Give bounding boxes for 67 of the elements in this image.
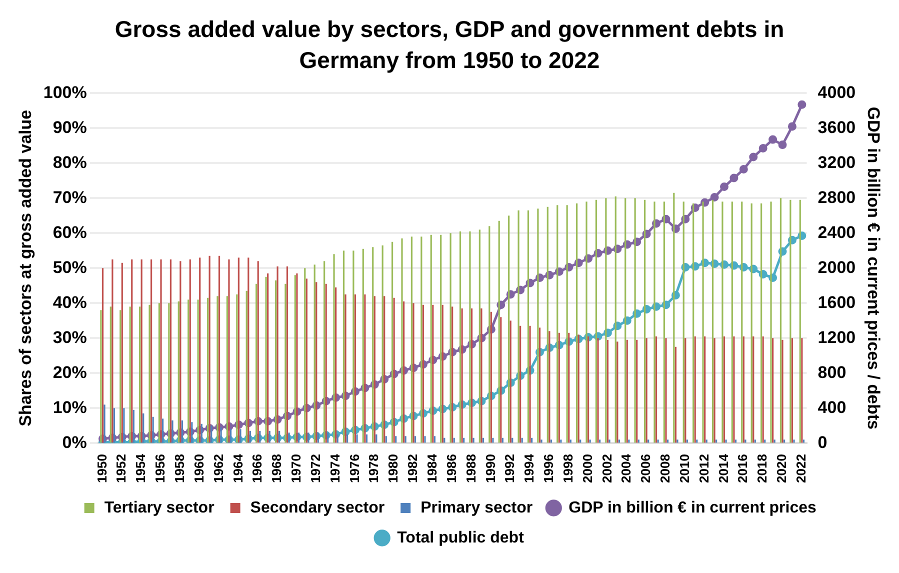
y-tick-label: 50% [52, 258, 87, 277]
x-tick-label: 1998 [560, 454, 576, 483]
x-tick-label: 1950 [94, 454, 110, 483]
x-tick-label: 1968 [269, 454, 284, 483]
y-tick-label: 20% [52, 362, 87, 382]
x-tick-label: 2016 [735, 454, 750, 483]
x-tick-label: 1972 [308, 454, 323, 483]
x-tick-label: 1962 [210, 454, 226, 483]
legend-label: Primary sector [420, 499, 533, 516]
x-tick-label: 1982 [405, 454, 420, 483]
y-tick-label: 90% [52, 118, 87, 137]
y-tick-label: 100% [43, 82, 87, 102]
x-tick-label: 2002 [599, 454, 614, 483]
x-tick-label: 2004 [618, 453, 634, 483]
y-tick-label: 30% [52, 328, 87, 347]
x-tick-label: 1978 [366, 454, 382, 483]
x-tick-label: 1988 [463, 454, 478, 483]
x-tick-label: 1984 [424, 453, 440, 483]
y2-tick-label: 1600 [818, 292, 856, 312]
x-tick-label: 1986 [444, 454, 459, 483]
y2-axis-title: GDP in billion € in current prices / debts [864, 106, 884, 430]
y-tick-label: 80% [52, 152, 87, 172]
x-tick-label: 1992 [502, 454, 518, 483]
y2-tick-label: 3200 [818, 152, 856, 172]
x-tick-label: 1958 [172, 454, 187, 483]
x-tick-label: 1996 [541, 454, 556, 483]
x-tick-label: 2018 [754, 454, 770, 483]
y-tick-label: 40% [52, 292, 87, 312]
x-tick-label: 2020 [774, 454, 790, 483]
x-tick-label: 1970 [288, 454, 304, 483]
y-tick-label: 70% [52, 188, 87, 207]
x-tick-label: 1990 [482, 454, 498, 483]
x-tick-label: 1994 [522, 453, 537, 483]
y2-tick-label: 2400 [818, 222, 856, 242]
x-tick-label: 1974 [327, 453, 342, 483]
y-tick-label: 60% [52, 222, 87, 242]
y2-tick-label: 400 [818, 398, 846, 417]
legend-label: Secondary sector [250, 499, 385, 516]
x-tick-label: 2022 [794, 454, 809, 483]
y-axis-title: Shares of sectors at gross added value [16, 110, 35, 426]
x-tick-label: 1966 [250, 454, 265, 483]
chart-title: Gross added value by sectors, GDP and government debts in Germany from 1950 to 2022 [114, 15, 786, 75]
y-tick-label: 10% [52, 398, 87, 417]
x-tick-label: 2008 [658, 454, 673, 483]
x-tick-label: 1964 [230, 453, 246, 483]
legend-label: Tertiary sector [104, 499, 214, 516]
legend-label: GDP in billion € in current prices [568, 499, 816, 516]
x-tick-label: 1976 [346, 454, 362, 483]
y2-tick-label: 2000 [818, 258, 856, 277]
x-tick-label: 2000 [580, 454, 595, 483]
y2-tick-label: 1200 [818, 328, 856, 347]
y2-tick-label: 800 [818, 362, 846, 382]
x-tick-label: 2010 [676, 454, 692, 483]
y2-tick-label: 3600 [818, 118, 856, 137]
x-tick-label: 1960 [191, 454, 206, 483]
x-tick-label: 1980 [386, 454, 401, 483]
y2-tick-label: 2800 [818, 188, 856, 207]
x-tick-label: 2012 [696, 454, 712, 483]
x-tick-label: 1954 [133, 453, 148, 483]
x-tick-label: 1956 [152, 454, 168, 483]
y2-tick-label: 0 [818, 432, 828, 452]
y-tick-label: 0% [62, 432, 87, 452]
x-tick-label: 1952 [114, 454, 129, 483]
legend-label: Total public debt [397, 529, 525, 546]
y2-tick-label: 4000 [818, 82, 856, 102]
x-tick-label: 2014 [716, 453, 731, 483]
x-tick-label: 2006 [638, 454, 654, 483]
